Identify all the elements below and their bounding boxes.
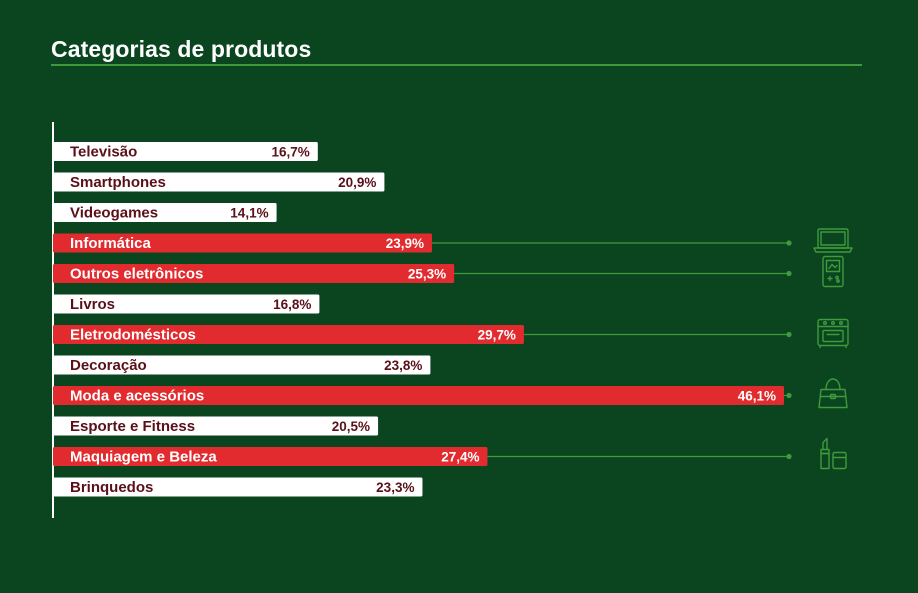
value-label: 29,7%: [478, 328, 516, 343]
bar-row: Informática 23,9%: [53, 233, 432, 253]
category-label: Maquiagem e Beleza: [70, 449, 217, 466]
title-divider: [51, 64, 862, 66]
category-label: Decoração: [70, 357, 147, 374]
value-label: 25,3%: [408, 267, 446, 282]
value-label: 46,1%: [738, 389, 776, 404]
bar-row: Moda e acessórios 46,1%: [53, 386, 784, 405]
bar-row: Outros eletrônicos 25,3%: [53, 264, 455, 283]
value-label: 16,7%: [272, 145, 310, 160]
value-label: 23,3%: [376, 480, 414, 495]
category-label: Smartphones: [70, 174, 166, 191]
category-label: Livros: [70, 296, 115, 313]
laptop-icon: [813, 228, 853, 253]
bar: [53, 477, 423, 497]
bar-row: Maquiagem e Beleza 27,4%: [53, 447, 488, 466]
value-label: 16,8%: [273, 297, 311, 312]
category-label: Informática: [70, 235, 152, 252]
bar: [53, 203, 277, 222]
category-label: Eletrodomésticos: [70, 327, 196, 344]
value-label: 20,5%: [332, 419, 370, 434]
value-label: 23,9%: [386, 236, 424, 251]
bar: [53, 172, 385, 192]
bar: [53, 264, 455, 283]
bar-row: Brinquedos 23,3%: [53, 477, 423, 497]
category-label: Brinquedos: [70, 479, 153, 496]
leader-dot: [786, 331, 792, 338]
category-label: Videogames: [70, 205, 158, 222]
bar: [53, 325, 524, 344]
stove-icon: [817, 318, 849, 349]
value-label: 27,4%: [441, 450, 479, 465]
bar: [53, 447, 488, 466]
bar-row: Decoração 23,8%: [53, 355, 431, 375]
bar-row: Smartphones 20,9%: [53, 172, 385, 192]
bar-row: Videogames 14,1%: [53, 203, 277, 222]
lipstick-icon: [820, 437, 847, 470]
category-label: Esporte e Fitness: [70, 418, 195, 435]
bar-row: Livros 16,8%: [53, 294, 320, 314]
bar: [53, 355, 431, 375]
category-label: Televisão: [70, 144, 137, 161]
bar: [53, 142, 318, 161]
handbag-icon: [818, 378, 848, 409]
leader-dot: [786, 240, 792, 246]
value-label: 23,8%: [384, 358, 422, 373]
bar: [53, 233, 432, 253]
leader-dot: [786, 453, 792, 460]
bar: [53, 416, 379, 436]
value-label: 20,9%: [338, 175, 376, 190]
bar: [53, 294, 320, 314]
bar-row: Esporte e Fitness 20,5%: [53, 416, 379, 436]
category-label: Moda e acessórios: [70, 388, 204, 405]
value-label: 14,1%: [230, 206, 268, 221]
leader-dot: [786, 392, 792, 399]
leader-dot: [786, 270, 792, 277]
bar-row: Televisão 16,7%: [53, 142, 318, 161]
category-label: Outros eletrônicos: [70, 266, 203, 283]
bar: [53, 386, 784, 405]
bar-row: Eletrodomésticos 29,7%: [53, 325, 524, 344]
handheld-console-icon: [822, 255, 844, 288]
chart-title: Categorias de produtos: [51, 36, 312, 62]
